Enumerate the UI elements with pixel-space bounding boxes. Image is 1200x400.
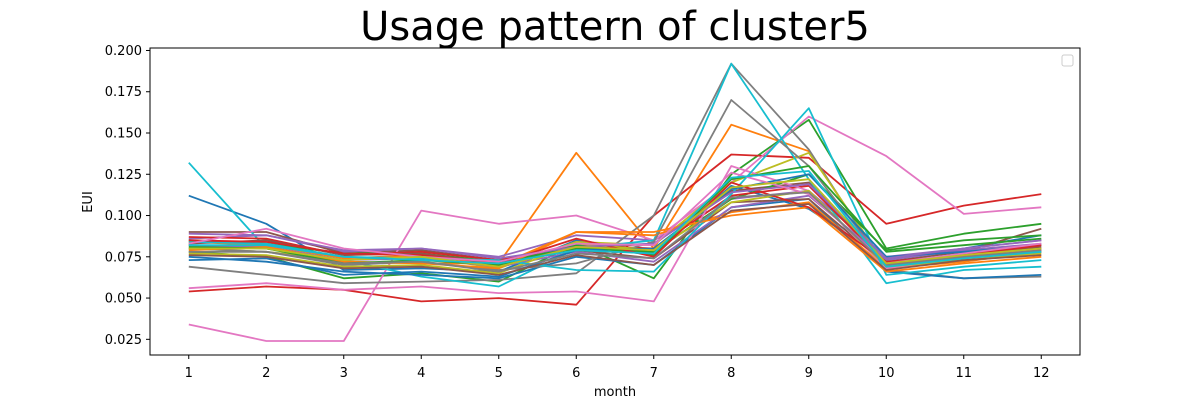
series-line-30 — [188, 170, 1042, 268]
x-tick-label: 5 — [495, 366, 503, 381]
x-tick-label: 8 — [727, 366, 735, 381]
series-line-26 — [188, 203, 1042, 276]
x-tick-label: 6 — [572, 366, 580, 381]
x-axis-label: month — [594, 385, 636, 400]
axes-frame — [149, 47, 1081, 356]
x-tick-label: 2 — [262, 366, 270, 381]
x-tick-label: 12 — [1033, 366, 1050, 381]
x-tick-label: 11 — [955, 366, 972, 381]
y-tick-label: 0.075 — [105, 250, 142, 265]
series-line-17 — [188, 165, 1042, 303]
series-line-22 — [188, 206, 1042, 273]
y-tick-label: 0.100 — [105, 209, 142, 224]
x-tick-label: 10 — [878, 366, 895, 381]
y-tick-label: 0.200 — [105, 44, 142, 59]
x-tick-label: 9 — [805, 366, 813, 381]
series-line-28 — [188, 191, 1042, 273]
plot-area — [188, 62, 1042, 342]
x-tick-label: 3 — [340, 366, 348, 381]
legend-box — [1061, 54, 1074, 67]
series-line-7 — [188, 115, 1042, 342]
chart-title: Usage pattern of cluster5 — [360, 4, 870, 50]
y-tick-label: 0.175 — [105, 85, 142, 100]
y-tick-label: 0.125 — [105, 168, 142, 183]
series-layer — [188, 62, 1042, 342]
y-tick-label: 0.050 — [105, 292, 142, 307]
y-tick-label: 0.025 — [105, 333, 142, 348]
y-axis-label: EUI — [81, 191, 96, 213]
x-tick-label: 1 — [185, 366, 193, 381]
y-axis: 0.025 0.050 0.075 0.100 0.125 0.150 0.175 0.200 — [105, 44, 150, 348]
y-tick-label: 0.150 — [105, 127, 142, 142]
x-tick-label: 4 — [417, 366, 425, 381]
series-line-29 — [188, 178, 1042, 268]
x-axis: 1 2 3 4 5 6 7 8 9 10 11 12 — [185, 355, 1050, 381]
x-tick-label: 7 — [650, 366, 658, 381]
